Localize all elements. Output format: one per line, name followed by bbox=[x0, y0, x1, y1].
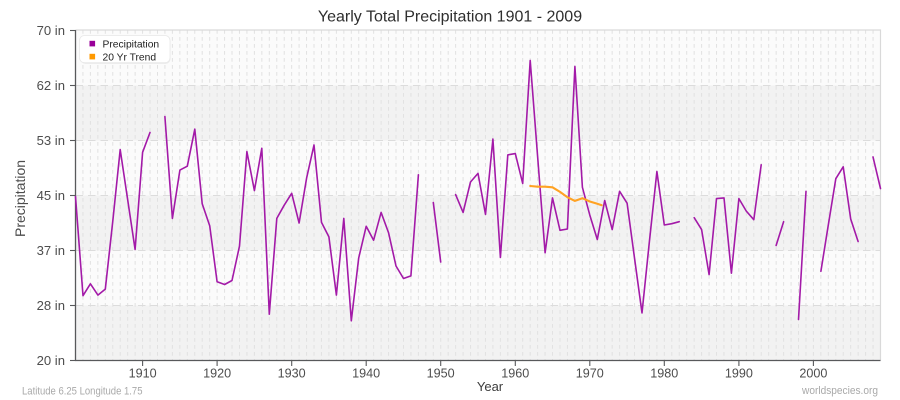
svg-text:1950: 1950 bbox=[427, 367, 455, 381]
svg-text:28 in: 28 in bbox=[37, 298, 65, 313]
svg-text:1970: 1970 bbox=[576, 367, 604, 381]
svg-text:Precipitation: Precipitation bbox=[103, 39, 160, 50]
svg-text:1920: 1920 bbox=[203, 367, 231, 381]
svg-text:1940: 1940 bbox=[352, 367, 380, 381]
svg-text:53 in: 53 in bbox=[37, 133, 65, 148]
svg-text:70 in: 70 in bbox=[37, 23, 65, 38]
svg-text:1980: 1980 bbox=[650, 367, 678, 381]
svg-text:Latitude 6.25 Longitude 1.75: Latitude 6.25 Longitude 1.75 bbox=[22, 386, 143, 398]
svg-text:62 in: 62 in bbox=[37, 78, 65, 93]
svg-text:45 in: 45 in bbox=[37, 188, 65, 203]
svg-text:20 Yr Trend: 20 Yr Trend bbox=[103, 52, 157, 63]
svg-text:1960: 1960 bbox=[501, 367, 529, 381]
svg-text:worldspecies.org: worldspecies.org bbox=[801, 385, 878, 397]
svg-text:37 in: 37 in bbox=[37, 243, 65, 258]
svg-text:Yearly Total Precipitation 190: Yearly Total Precipitation 1901 - 2009 bbox=[318, 9, 582, 26]
svg-text:Year: Year bbox=[477, 379, 504, 394]
svg-text:20 in: 20 in bbox=[37, 353, 65, 368]
svg-text:1990: 1990 bbox=[725, 367, 753, 381]
svg-text:1930: 1930 bbox=[278, 367, 306, 381]
svg-text:Precipitation: Precipitation bbox=[12, 160, 28, 237]
svg-text:1910: 1910 bbox=[129, 367, 157, 381]
svg-text:2000: 2000 bbox=[799, 367, 827, 381]
